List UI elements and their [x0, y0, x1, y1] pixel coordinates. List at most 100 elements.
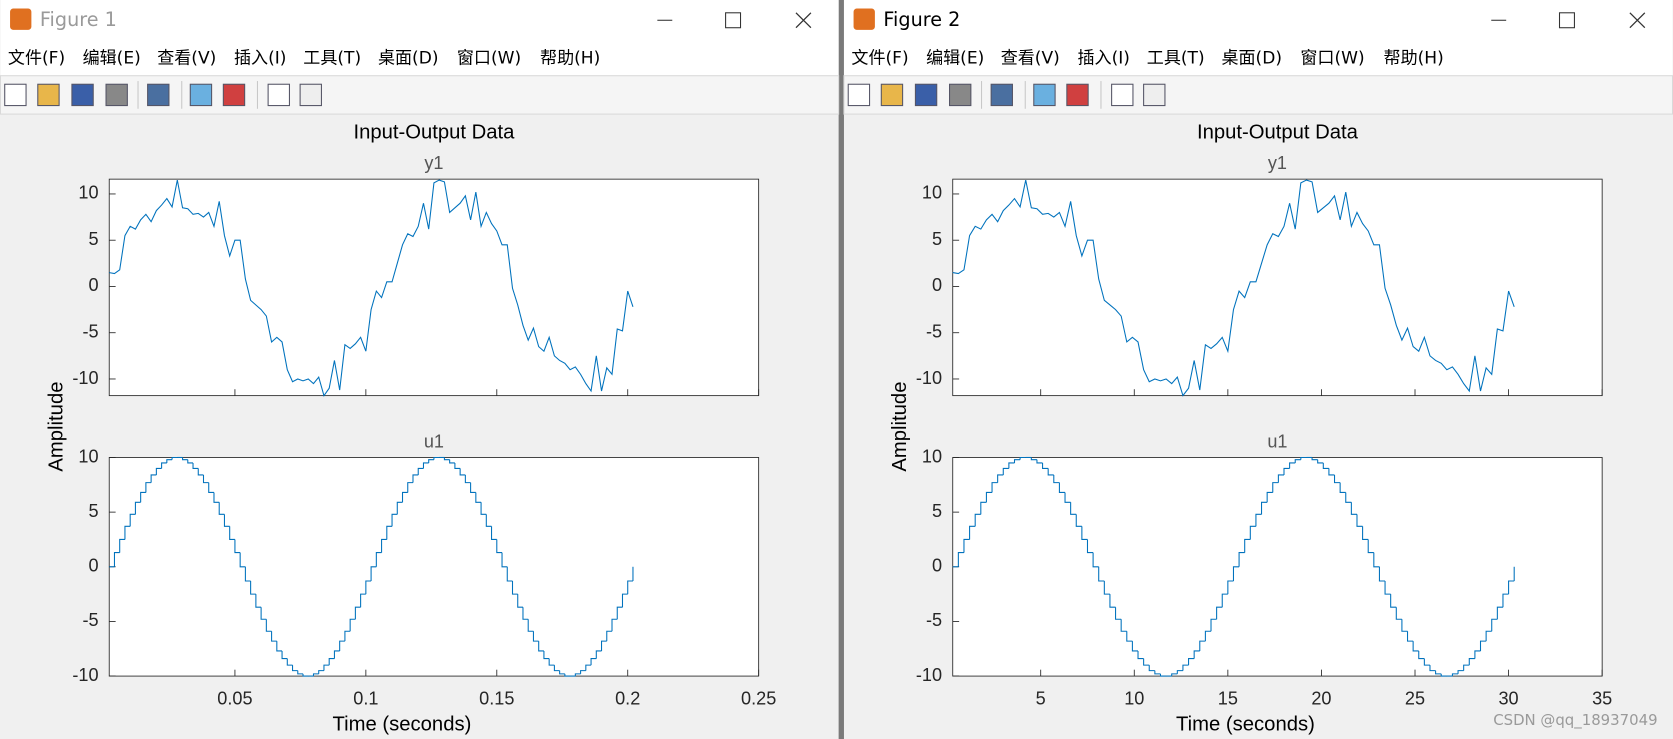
maximize-button[interactable] — [1558, 12, 1575, 29]
menu-item[interactable]: 帮助(H) — [540, 49, 600, 69]
stair-step — [1289, 462, 1296, 469]
stair-step — [218, 502, 225, 515]
stair-step — [1474, 650, 1481, 659]
x-tick-label: 0.2 — [615, 688, 640, 708]
stair-step — [1148, 665, 1155, 672]
toolbar-button[interactable] — [847, 83, 871, 107]
y-tick-label: 5 — [932, 229, 942, 249]
figure-title: Input-Output Data — [353, 122, 515, 144]
stair-step — [354, 606, 361, 620]
toolbar-button[interactable] — [37, 83, 60, 107]
stair-step — [464, 474, 471, 484]
maximize-button[interactable] — [725, 12, 742, 29]
toolbar-button[interactable] — [71, 83, 94, 107]
stair-step — [234, 539, 241, 554]
x-axis-label: Time (seconds) — [333, 713, 472, 735]
stair-step — [422, 462, 429, 469]
stair-step — [292, 665, 298, 672]
menu-item[interactable]: 工具(T) — [303, 49, 361, 69]
stair-step — [1362, 526, 1369, 540]
stair-step — [1053, 474, 1060, 484]
stair-step — [1435, 670, 1442, 675]
x-tick-label: 5 — [1036, 688, 1046, 708]
stair-step — [1103, 580, 1110, 595]
toolbar-button[interactable] — [949, 83, 972, 107]
data-line — [952, 179, 1515, 397]
stair-step — [616, 606, 623, 620]
toolbar-button[interactable] — [4, 83, 27, 107]
menu-item[interactable]: 帮助(H) — [1384, 49, 1444, 69]
stair-step — [1137, 650, 1144, 660]
close-button[interactable] — [1629, 12, 1646, 29]
menu-item[interactable]: 窗口(W) — [457, 49, 521, 69]
menu-item[interactable]: 文件(F) — [851, 49, 908, 69]
menu-item[interactable]: 桌面(D) — [1221, 49, 1282, 69]
toolbar-button[interactable] — [267, 83, 290, 107]
menu-item[interactable]: 查看(V) — [157, 49, 216, 69]
y-tick-label: 0 — [88, 275, 98, 295]
stair-step — [1339, 482, 1346, 493]
title-bar — [843, 0, 1673, 41]
stair-step — [491, 526, 497, 540]
stair-step — [1463, 664, 1470, 671]
x-tick-label: 0.15 — [479, 688, 514, 708]
subplot-title: u1 — [1267, 431, 1287, 451]
stair-step — [1485, 630, 1492, 642]
toolbar-button[interactable] — [299, 83, 322, 107]
stair-step — [182, 457, 188, 461]
toolbar-button[interactable] — [147, 83, 170, 107]
toolbar-button[interactable] — [1111, 83, 1134, 107]
window-title: Figure 1 — [40, 8, 117, 31]
menu-item[interactable]: 窗口(W) — [1300, 49, 1364, 69]
stair-step — [286, 658, 293, 666]
stair-step — [1345, 492, 1352, 503]
menu-item[interactable]: 桌面(D) — [378, 49, 439, 69]
x-tick-label: 15 — [1218, 688, 1238, 708]
menu-item[interactable]: 文件(F) — [8, 49, 65, 69]
menu-item[interactable]: 工具(T) — [1147, 49, 1205, 69]
stair-step — [1221, 593, 1228, 608]
menu-item[interactable]: 编辑(E) — [83, 49, 141, 69]
stair-step — [1019, 456, 1026, 460]
stair-step — [585, 664, 592, 671]
menu-item[interactable]: 查看(V) — [1001, 49, 1060, 69]
stair-step — [1036, 459, 1043, 464]
toolbar-button[interactable] — [880, 83, 904, 107]
toolbar-button[interactable] — [990, 83, 1013, 107]
toolbar-button[interactable] — [1143, 83, 1166, 107]
stair-step — [475, 492, 482, 503]
stair-step — [1058, 482, 1066, 493]
stair-step — [412, 474, 419, 483]
toolbar-button[interactable] — [189, 83, 213, 107]
toolbar-button[interactable] — [105, 83, 128, 107]
app-icon — [10, 8, 32, 30]
stair-step — [161, 462, 167, 469]
stair-step — [538, 641, 544, 652]
stair-step — [1429, 665, 1436, 672]
stair-step — [1171, 673, 1178, 677]
stair-step — [548, 658, 555, 666]
stair-step — [532, 631, 539, 642]
stair-step — [997, 474, 1004, 483]
y-axis-label: Amplitude — [45, 382, 67, 472]
toolbar-button[interactable] — [1066, 83, 1089, 107]
stair-step — [1081, 526, 1088, 540]
stair-step — [590, 658, 597, 666]
menu-item[interactable]: 编辑(E) — [926, 49, 984, 69]
stair-step — [1232, 566, 1240, 581]
toolbar-button[interactable] — [222, 83, 246, 107]
toolbar-button[interactable] — [1033, 83, 1056, 107]
stair-step — [1159, 673, 1167, 677]
toolbar-button[interactable] — [914, 83, 938, 107]
stair-step — [1328, 468, 1335, 476]
stair-step — [485, 514, 492, 527]
y-tick-label: 10 — [78, 183, 98, 203]
close-button[interactable] — [795, 12, 812, 29]
stair-step — [271, 631, 277, 642]
menu-item[interactable]: 插入(I) — [234, 49, 286, 69]
stair-step — [208, 482, 214, 493]
menu-item[interactable]: 插入(I) — [1078, 49, 1130, 69]
stair-step — [171, 456, 178, 460]
stair-step — [564, 673, 571, 677]
stair-step — [328, 658, 335, 666]
